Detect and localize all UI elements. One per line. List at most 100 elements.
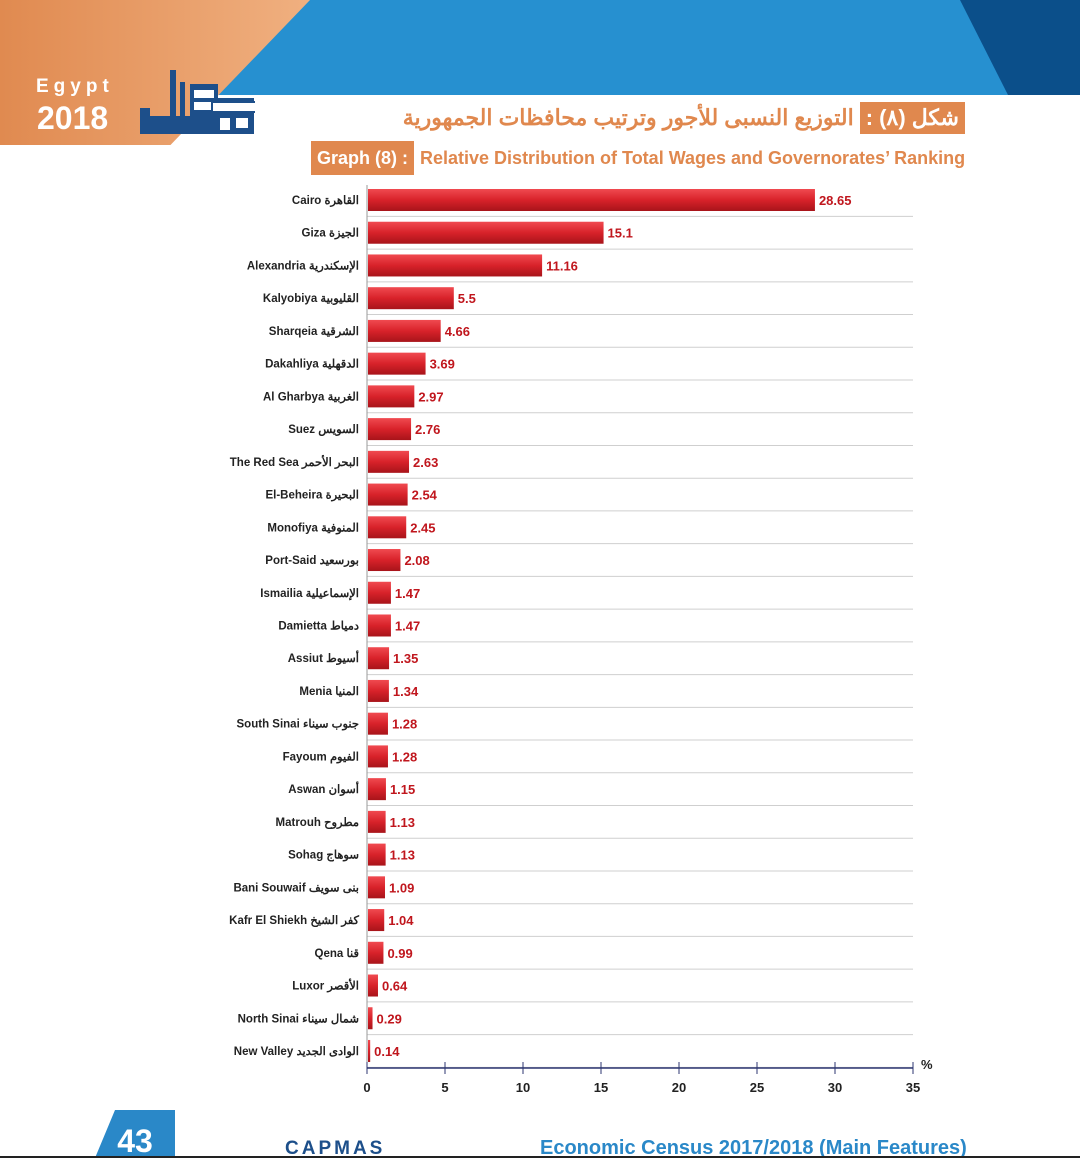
category-label: Dakahliya الدقهلية [265, 358, 359, 372]
bar [368, 876, 386, 899]
data-label: 2.76 [415, 422, 440, 437]
category-label-en: South Sinai [237, 719, 300, 731]
data-label: 0.14 [374, 1044, 400, 1059]
bar [368, 483, 408, 506]
category-label: Giza الجيزة [302, 227, 359, 241]
data-label: 2.45 [410, 520, 435, 535]
x-tick-label: 0 [363, 1080, 370, 1095]
bar [368, 418, 412, 441]
category-label-ar: جنوب سيناء [303, 718, 359, 732]
bar [368, 679, 389, 702]
page-number: 43 [95, 1110, 175, 1158]
category-label: Cairo القاهرة [292, 194, 359, 208]
category-label: Luxor الأقصر [292, 978, 359, 994]
category-label-en: Kafr El Shiekh [229, 915, 307, 927]
category-label-ar: سوهاج [326, 849, 359, 863]
category-label-en: New Valley [234, 1046, 294, 1058]
category-label-ar: أسيوط [326, 650, 359, 666]
category-label-en: Port-Said [265, 555, 316, 567]
category-label: Menia المنيا [299, 685, 359, 698]
category-label-ar: المنيا [335, 685, 359, 698]
category-label-en: Giza [302, 228, 327, 240]
category-label: Fayoum الفيوم [283, 750, 359, 764]
data-label: 2.08 [404, 553, 429, 568]
chart-title: Relative Distribution of Total Wages and… [420, 147, 966, 168]
bar [368, 778, 386, 801]
category-label-en: Alexandria [247, 260, 306, 272]
bar [368, 810, 386, 833]
bar [368, 614, 391, 637]
data-label: 2.63 [413, 455, 438, 470]
data-label: 28.65 [819, 193, 852, 208]
footer-org: CAPMAS [285, 1138, 386, 1159]
category-label-ar: الوادى الجديد [296, 1045, 359, 1059]
bar [368, 450, 410, 473]
arabic-figure-badge: شكل (٨) : [859, 102, 965, 134]
data-label: 2.97 [418, 389, 443, 404]
data-label: 3.69 [430, 357, 455, 372]
category-label-ar: مطروح [324, 816, 359, 830]
brand-country: Egypt [36, 76, 114, 97]
category-label-ar: القليوبية [320, 292, 359, 306]
category-label-en: Fayoum [283, 751, 327, 763]
category-label-en: Matrouh [276, 817, 321, 829]
x-tick-label: 25 [750, 1080, 764, 1095]
category-label-ar: السويس [318, 423, 359, 437]
category-label-ar: كفر الشيخ [310, 914, 359, 928]
data-label: 1.09 [389, 880, 414, 895]
category-label: Al Gharbya الغربية [263, 390, 359, 404]
category-label-en: The Red Sea [230, 457, 300, 469]
bar [368, 745, 388, 768]
data-label: 1.28 [392, 749, 417, 764]
data-label: 1.28 [392, 717, 417, 732]
bar [368, 941, 384, 964]
x-tick-label: 30 [828, 1080, 842, 1095]
category-label: Matrouh مطروح [276, 816, 359, 830]
bar [368, 1007, 373, 1030]
category-label-en: Menia [299, 686, 332, 698]
data-label: 0.29 [377, 1011, 402, 1026]
category-label: Monofiya المنوفية [267, 521, 359, 535]
category-label-en: Assiut [288, 653, 323, 665]
category-label-ar: الدقهلية [322, 358, 359, 372]
category-label-en: Qena [315, 948, 344, 960]
category-label: Bani Souwaif بنى سويف [233, 882, 359, 895]
data-label: 1.13 [390, 815, 415, 830]
data-label: 1.13 [390, 848, 415, 863]
category-label-ar: البحيرة [326, 489, 359, 503]
category-label-ar: الأقصر [326, 978, 359, 994]
arabic-title-text: التوزيع النسبى للأجور وترتيب محافظات الج… [402, 105, 854, 130]
category-label-ar: أسوان [329, 781, 359, 797]
data-label: 15.1 [608, 226, 633, 241]
category-label: Sharqeia الشرقية [269, 325, 359, 339]
bar [368, 254, 543, 277]
category-label-ar: الإسماعيلية [306, 587, 359, 601]
category-label: Alexandria الإسكندرية [247, 259, 359, 273]
category-label: Aswan أسوان [288, 781, 359, 797]
category-label-ar: شمال سيناء [302, 1012, 359, 1025]
category-label: North Sinai شمال سيناء [238, 1012, 360, 1025]
bar [368, 385, 415, 408]
category-label-en: Luxor [292, 981, 324, 993]
footer-publication: Economic Census 2017/2018 (Main Features… [540, 1137, 967, 1159]
data-label: 1.34 [393, 684, 419, 699]
category-label: South Sinai جنوب سيناء [237, 718, 359, 732]
category-label-ar: المنوفية [321, 521, 359, 535]
data-label: 1.04 [388, 913, 414, 928]
data-label: 1.35 [393, 651, 418, 666]
factory-icon [140, 70, 255, 134]
category-label-ar: الإسكندرية [309, 259, 359, 273]
category-label-ar: الجيزة [329, 227, 359, 241]
category-label: Qena قنا [315, 947, 360, 960]
data-label: 1.15 [390, 782, 415, 797]
data-label: 5.5 [458, 291, 476, 306]
bar [368, 712, 388, 735]
category-label: The Red Sea البحر الأحمر [230, 454, 359, 470]
category-label-en: Dakahliya [265, 359, 319, 371]
data-label: 0.64 [382, 979, 408, 994]
category-label-en: Bani Souwaif [233, 882, 305, 894]
data-label: 2.54 [412, 488, 438, 503]
category-label: Ismailia الإسماعيلية [260, 587, 359, 601]
category-label-ar: دمياط [330, 619, 359, 632]
